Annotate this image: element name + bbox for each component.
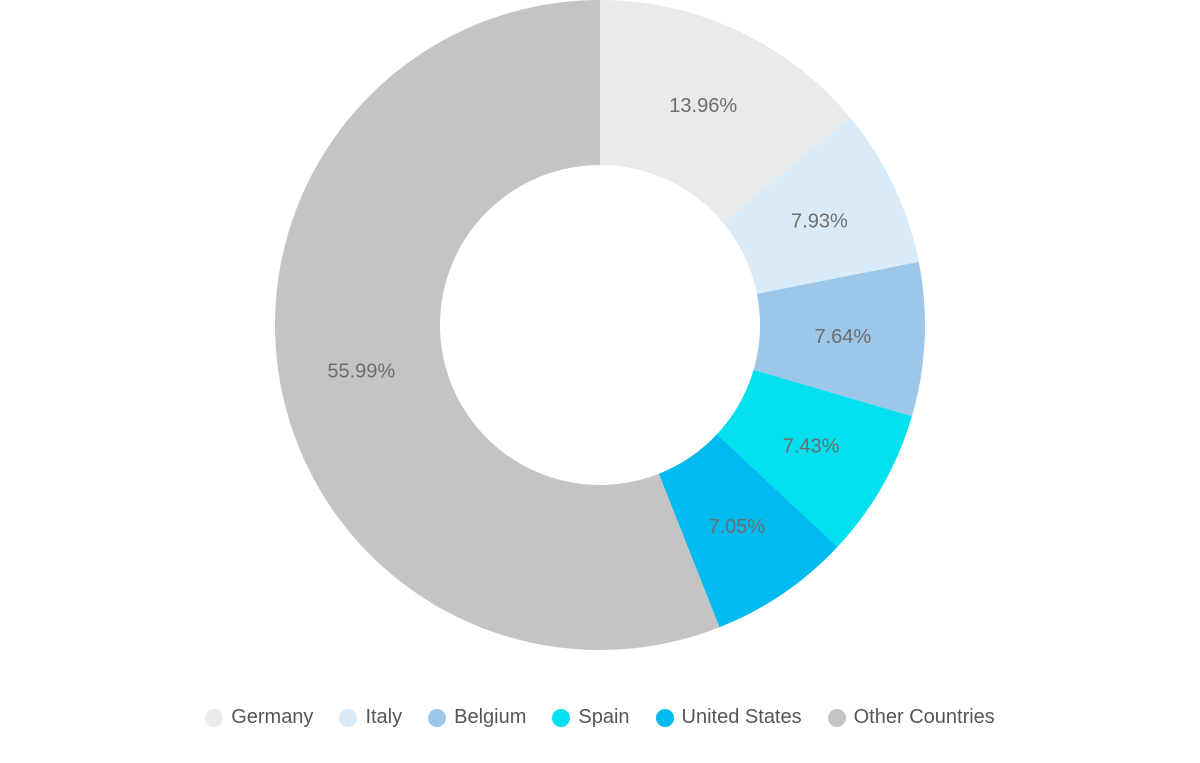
legend-item-other-countries[interactable]: Other Countries (827, 706, 995, 729)
legend-item-germany[interactable]: Germany (205, 706, 313, 729)
legend-label-other-countries: Other Countries (853, 706, 995, 728)
slice-label-other-countries: 55.99% (327, 361, 395, 383)
slice-label-germany: 13.96% (669, 95, 737, 117)
pie-slice-germany[interactable] (600, 0, 850, 223)
legend-item-belgium[interactable]: Belgium (428, 706, 526, 729)
legend-label-spain: Spain (578, 706, 630, 728)
slice-label-italy: 7.93% (791, 211, 848, 233)
slice-label-united-states: 7.05% (708, 516, 765, 538)
legend-item-spain[interactable]: Spain (552, 706, 630, 729)
legend-marker-spain (552, 708, 571, 727)
slice-label-spain: 7.43% (783, 435, 840, 457)
legend-marker-other-countries (827, 708, 846, 727)
legend-marker-belgium (428, 708, 447, 727)
legend-marker-italy (339, 708, 358, 727)
legend-item-italy[interactable]: Italy (339, 706, 402, 729)
legend-label-united-states: United States (681, 706, 802, 728)
pie-slice-italy[interactable] (723, 117, 919, 294)
chart-legend: Germany Italy Belgium Spain United States Oth… (0, 706, 1200, 729)
legend-label-belgium: Belgium (454, 706, 527, 728)
pie-slice-united-states[interactable] (658, 434, 838, 628)
slice-label-belgium: 7.64% (814, 326, 871, 348)
pie-slice-spain[interactable] (716, 369, 912, 547)
donut-chart-canvas: 13.96% 7.93% 7.64% 7.43% 7.05% 55.99% (274, 0, 925, 650)
pie-slice-belgium[interactable] (753, 261, 925, 417)
legend-item-united-states[interactable]: United States (655, 706, 802, 729)
legend-label-italy: Italy (365, 706, 403, 728)
pie-slice-other-countries[interactable] (274, 0, 720, 650)
legend-marker-germany (205, 708, 224, 727)
legend-label-germany: Germany (231, 706, 314, 728)
legend-marker-united-states (655, 708, 674, 727)
